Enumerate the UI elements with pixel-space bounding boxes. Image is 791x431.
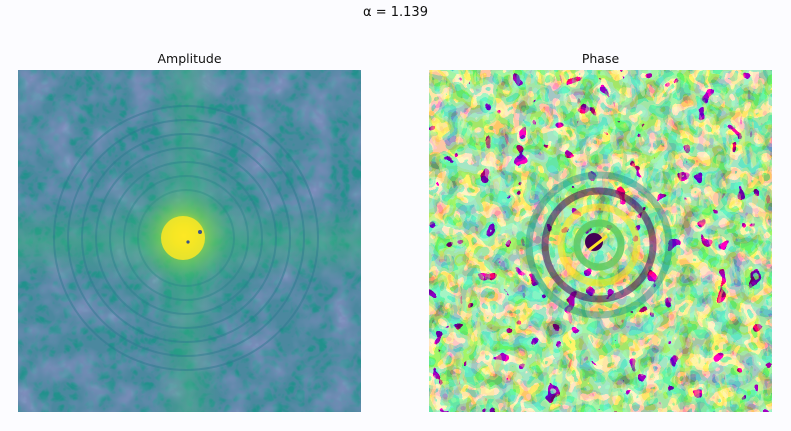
phase-title: Phase	[581, 51, 620, 66]
phase-heatmap	[429, 70, 772, 412]
amplitude-heatmap	[18, 70, 361, 412]
amplitude-title: Amplitude	[157, 51, 222, 66]
figure-suptitle: α = 1.139	[363, 5, 428, 20]
